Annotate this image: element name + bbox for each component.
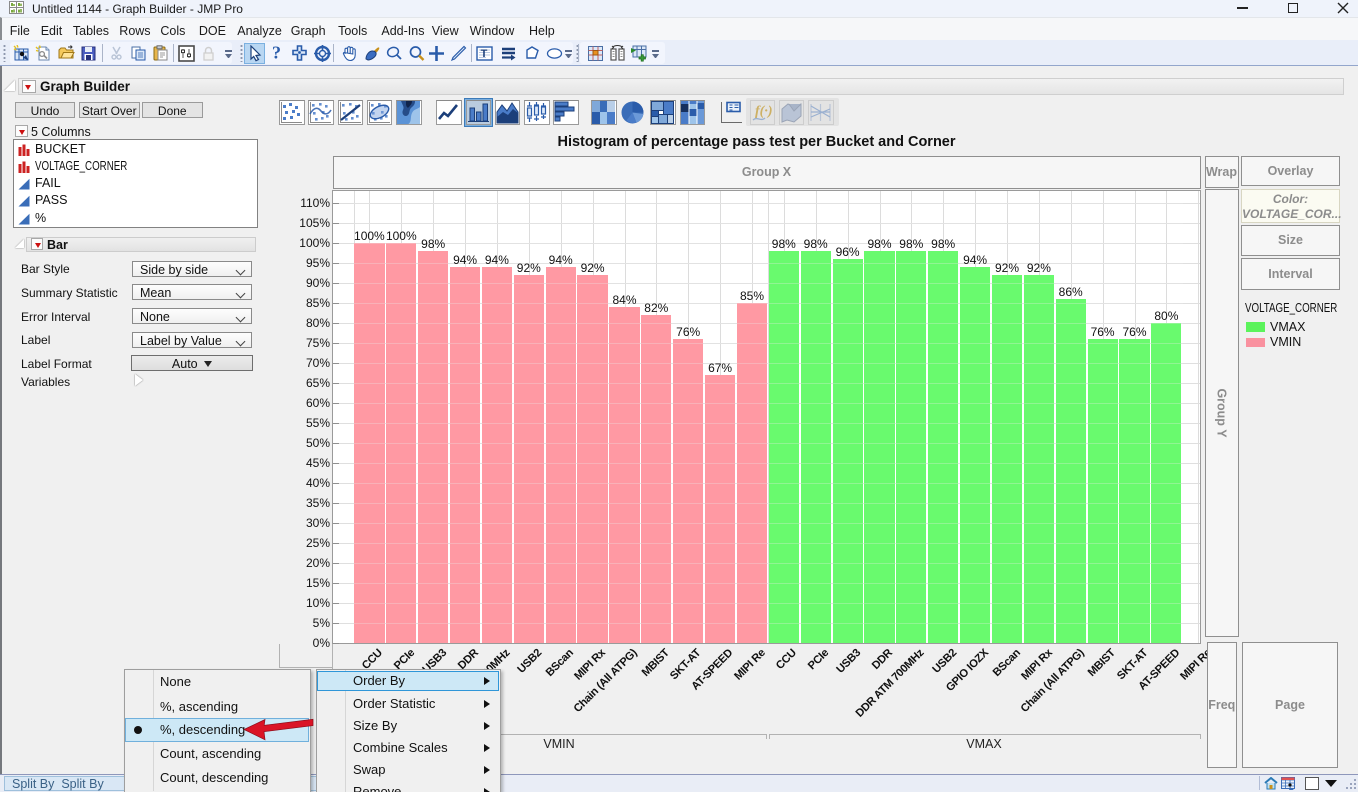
- svg-text:?: ?: [272, 45, 281, 62]
- svg-text:T: T: [481, 48, 488, 60]
- svg-text:f(·): f(·): [755, 104, 773, 119]
